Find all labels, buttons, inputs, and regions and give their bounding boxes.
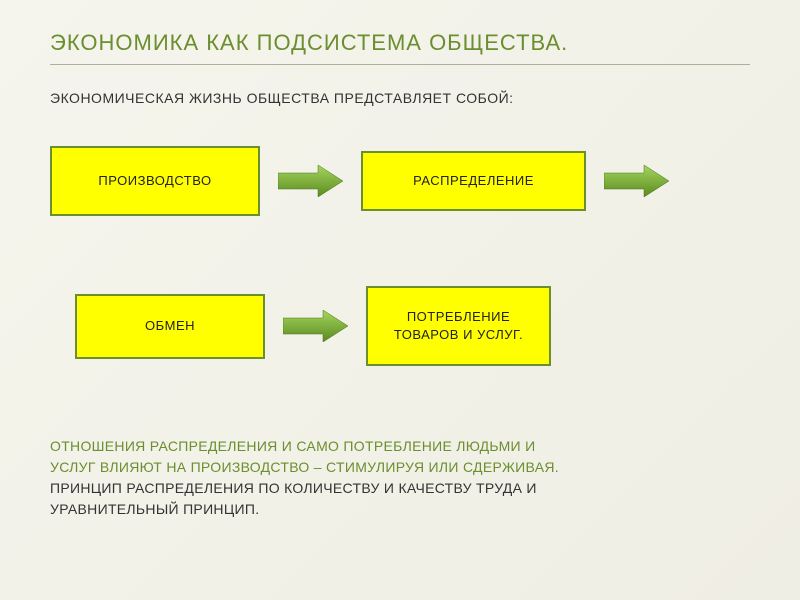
- arrow-3-container: [283, 310, 348, 342]
- flow-row-1: ПРОИЗВОДСТВО РАСПРЕДЕЛЕНИЕ: [50, 146, 750, 216]
- arrow-right-icon: [278, 165, 343, 197]
- slide-subtitle: ЭКОНОМИЧЕСКАЯ ЖИЗНЬ ОБЩЕСТВА ПРЕДСТАВЛЯЕ…: [50, 90, 750, 106]
- box-consumption: ПОТРЕБЛЕНИЕ ТОВАРОВ И УСЛУГ.: [366, 286, 551, 366]
- footer-line-4: УРАВНИТЕЛЬНЫЙ ПРИНЦИП.: [50, 499, 750, 520]
- footer-text-block: ОТНОШЕНИЯ РАСПРЕДЕЛЕНИЯ И САМО ПОТРЕБЛЕН…: [50, 436, 750, 520]
- footer-line-1: ОТНОШЕНИЯ РАСПРЕДЕЛЕНИЯ И САМО ПОТРЕБЛЕН…: [50, 436, 750, 457]
- box-production: ПРОИЗВОДСТВО: [50, 146, 260, 216]
- box-distribution: РАСПРЕДЕЛЕНИЕ: [361, 151, 586, 211]
- flow-row-2: ОБМЕН ПОТРЕБЛЕНИЕ ТОВАРОВ И УСЛУГ.: [50, 286, 750, 366]
- box-exchange: ОБМЕН: [75, 294, 265, 359]
- footer-line-3: ПРИНЦИП РАСПРЕДЕЛЕНИЯ ПО КОЛИЧЕСТВУ И КА…: [50, 478, 750, 499]
- slide-title: ЭКОНОМИКА КАК ПОДСИСТЕМА ОБЩЕСТВА.: [50, 30, 750, 65]
- arrow-right-icon: [283, 310, 348, 342]
- arrow-1-container: [278, 165, 343, 197]
- slide-container: ЭКОНОМИКА КАК ПОДСИСТЕМА ОБЩЕСТВА. ЭКОНО…: [0, 0, 800, 600]
- arrow-2-container: [604, 165, 669, 197]
- arrow-right-icon: [604, 165, 669, 197]
- footer-line-2: УСЛУГ ВЛИЯЮТ НА ПРОИЗВОДСТВО – СТИМУЛИРУ…: [50, 457, 750, 478]
